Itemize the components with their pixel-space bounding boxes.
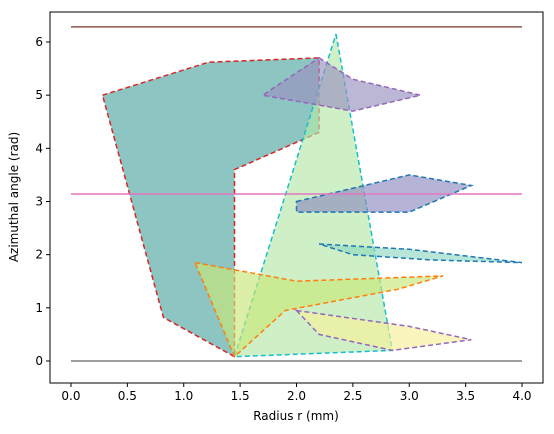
x-tick-label: 1.5 bbox=[231, 389, 250, 403]
x-tick-label: 2.0 bbox=[287, 389, 306, 403]
y-tick-label: 0 bbox=[35, 354, 43, 368]
y-axis-label: Azimuthal angle (rad) bbox=[7, 132, 21, 262]
x-tick-label: 2.5 bbox=[343, 389, 362, 403]
x-tick-label: 3.0 bbox=[400, 389, 419, 403]
x-tick-label: 4.0 bbox=[512, 389, 531, 403]
y-tick-label: 5 bbox=[35, 88, 43, 102]
patch bbox=[260, 57, 421, 112]
y-tick-label: 2 bbox=[35, 248, 43, 262]
x-tick-label: 0.5 bbox=[118, 389, 137, 403]
y-tick-label: 3 bbox=[35, 194, 43, 208]
patch bbox=[318, 243, 523, 264]
x-tick-label: 0.0 bbox=[61, 389, 80, 403]
patch bbox=[193, 261, 444, 358]
patch bbox=[101, 57, 320, 358]
patch bbox=[294, 309, 472, 352]
y-tick-label: 1 bbox=[35, 301, 43, 315]
x-tick-label: 1.0 bbox=[174, 389, 193, 403]
x-tick-label: 3.5 bbox=[456, 389, 475, 403]
y-tick-label: 6 bbox=[35, 35, 43, 49]
y-tick-label: 4 bbox=[35, 141, 43, 155]
x-axis-label: Radius r (mm) bbox=[253, 409, 339, 423]
